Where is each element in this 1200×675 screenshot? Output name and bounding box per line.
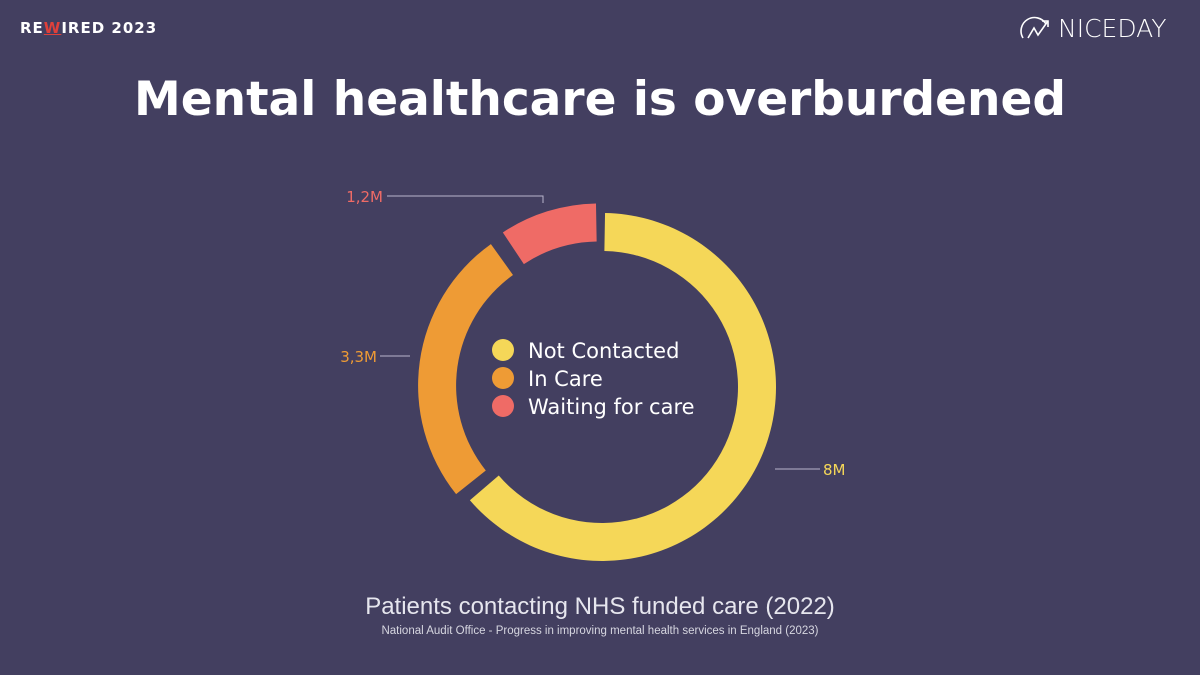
chart-title: Patients contacting NHS funded care (202… xyxy=(365,593,835,620)
legend-marker xyxy=(492,395,514,417)
chart-source: National Audit Office - Progress in impr… xyxy=(381,625,819,637)
donut-slice-in-care xyxy=(418,244,513,495)
legend-label: In Care xyxy=(528,367,603,391)
data-label: 3,3M xyxy=(340,348,377,366)
data-label: 1,2M xyxy=(346,188,383,206)
legend-label: Waiting for care xyxy=(528,395,695,419)
donut-slice-waiting-for-care xyxy=(502,203,597,265)
legend-marker xyxy=(492,367,514,389)
legend-label: Not Contacted xyxy=(528,339,679,363)
niceday-wordmark: NICEDAY xyxy=(1058,14,1167,43)
data-label: 8M xyxy=(823,461,846,479)
page-title: Mental healthcare is overburdened xyxy=(133,72,1067,127)
legend-marker xyxy=(492,339,514,361)
niceday-trend-icon xyxy=(1020,16,1049,38)
leader-line xyxy=(387,195,544,203)
donut-slice-not-contacted xyxy=(469,213,777,561)
niceday-logo: NICEDAY xyxy=(1020,14,1167,43)
rewired-2023-logo: REWIRED 2023 xyxy=(20,19,158,37)
